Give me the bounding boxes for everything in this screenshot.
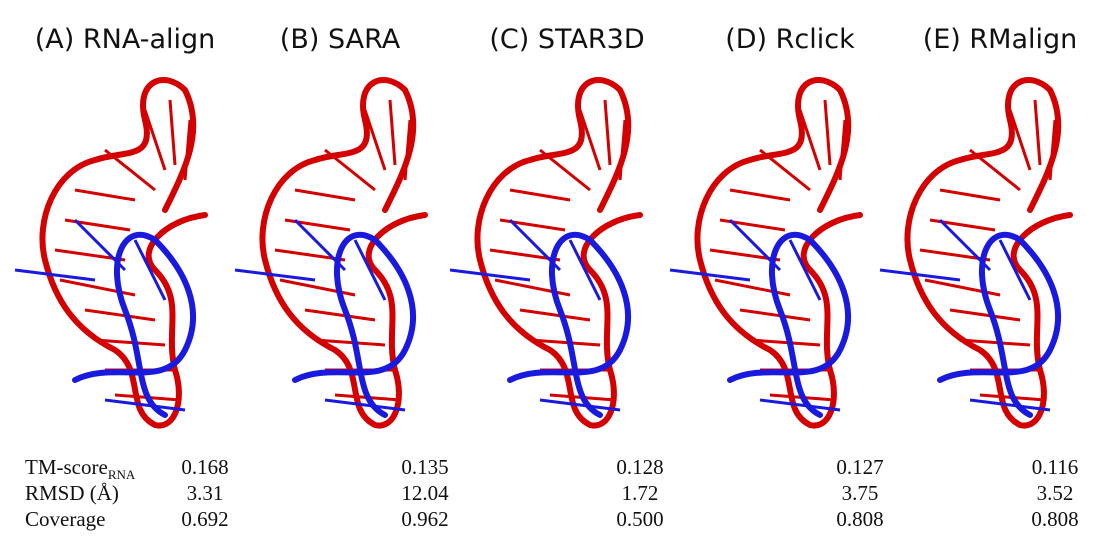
cell-value: 3.31: [187, 481, 224, 505]
cell-value: 0.116: [1032, 455, 1078, 479]
figure: (A) RNA-align (B) SARA (C) STAR3D (D) Rclic…: [0, 0, 1103, 538]
cell-value: 0.168: [181, 455, 228, 479]
cell-value: 0.127: [836, 455, 883, 479]
cell-value: 3.52: [1037, 481, 1074, 505]
cell-value: 0.500: [616, 507, 663, 531]
panel-title: (B) SARA: [280, 24, 401, 55]
structure: [235, 80, 425, 426]
row-label: Coverage: [25, 507, 105, 531]
cell-value: 0.135: [401, 455, 448, 479]
structure: [670, 80, 860, 426]
panel-title: (A) RNA-align: [35, 24, 216, 55]
cell-value: 1.72: [622, 481, 659, 505]
cell-value: 0.808: [836, 507, 883, 531]
structure: [15, 80, 205, 426]
row-label-text: TM-score: [25, 455, 108, 479]
panel-titles: (A) RNA-align (B) SARA (C) STAR3D (D) Rclic…: [35, 24, 1078, 55]
cell-value: 0.808: [1031, 507, 1078, 531]
row-label: RMSD (Å): [25, 481, 119, 505]
panel-title: (E) RMalign: [923, 24, 1078, 55]
score-table: TM-scoreRNA 0.168 0.135 0.128 0.127 0.116 RMSD…: [25, 455, 1079, 531]
cell-value: 3.75: [842, 481, 879, 505]
panel-title: (C) STAR3D: [489, 24, 644, 55]
row-label-text: RMSD (Å): [25, 481, 119, 505]
cell-value: 0.128: [616, 455, 663, 479]
row-label: TM-scoreRNA: [25, 455, 136, 482]
structure: [880, 80, 1070, 426]
cell-value: 12.04: [401, 481, 449, 505]
row-label-text: Coverage: [25, 507, 105, 531]
cell-value: 0.692: [181, 507, 228, 531]
cell-value: 0.962: [401, 507, 448, 531]
row-label-sub: RNA: [108, 467, 136, 482]
structure: [450, 80, 640, 426]
panel-title: (D) Rclick: [725, 24, 855, 55]
